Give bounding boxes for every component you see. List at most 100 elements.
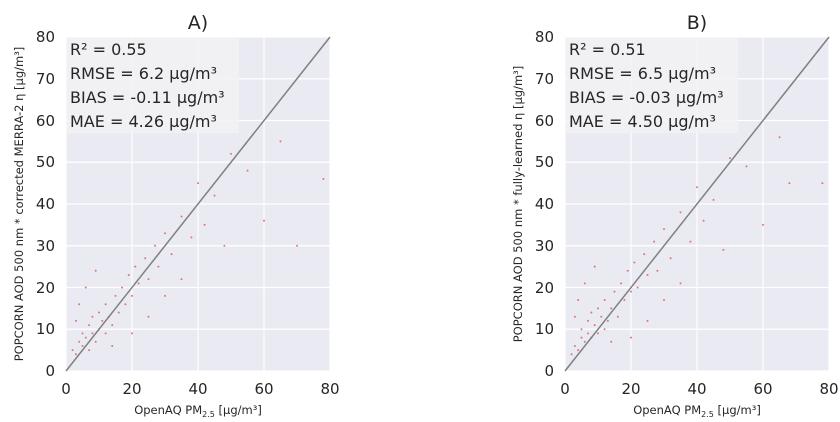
panel-b-point-7 bbox=[587, 319, 590, 322]
panel-b-ytick-40: 40 bbox=[535, 195, 554, 213]
panel-b-point-12 bbox=[597, 307, 599, 310]
panel-b-point-32 bbox=[679, 211, 682, 214]
panel-b-ytick-60: 60 bbox=[535, 112, 554, 130]
panel-a-point-48 bbox=[111, 344, 114, 347]
panel-b-point-47 bbox=[593, 265, 596, 268]
panel-b-one-to-one-line bbox=[564, 36, 830, 372]
panel-a-point-7 bbox=[88, 324, 91, 327]
panel-a-stat-background bbox=[67, 38, 239, 133]
panel-a-point-33 bbox=[190, 236, 193, 239]
panel-b-point-4 bbox=[580, 328, 583, 331]
panel-a-ytick-80: 80 bbox=[36, 28, 55, 46]
panel-b-stat-bias: BIAS = -0.03 μg/m³ bbox=[569, 88, 724, 107]
panel-a-ytick-40: 40 bbox=[36, 195, 55, 213]
panel-b-point-10 bbox=[593, 324, 596, 327]
panel-a-ytick-0: 0 bbox=[45, 362, 55, 380]
panel-a-x-ticks: 0 20 40 60 80 bbox=[61, 380, 339, 398]
panel-b-point-29 bbox=[656, 269, 659, 272]
panel-a-point-50 bbox=[147, 315, 150, 318]
panel-a-point-28 bbox=[154, 244, 157, 247]
panel-a-point-22 bbox=[127, 273, 130, 276]
panel-b-ytick-50: 50 bbox=[535, 153, 554, 171]
panel-b-point-19 bbox=[616, 315, 619, 318]
panel-a-y-ticks: 0 10 20 30 40 50 60 70 80 bbox=[36, 28, 55, 380]
panel-a-point-26 bbox=[144, 257, 147, 260]
panel-b-ytick-0: 0 bbox=[544, 362, 554, 380]
panel-b-point-3 bbox=[580, 336, 583, 339]
panel-b-point-14 bbox=[603, 328, 606, 331]
panel-a-point-17 bbox=[111, 324, 114, 327]
panel-a-point-3 bbox=[81, 344, 84, 347]
panel-a-point-51 bbox=[164, 294, 166, 297]
panel-a-point-20 bbox=[121, 286, 124, 289]
panel-a-stat-rmse: RMSE = 6.2 μg/m³ bbox=[70, 64, 217, 83]
panel-b-point-11 bbox=[597, 332, 599, 335]
panel-b-point-33 bbox=[689, 240, 692, 243]
panel-b-point-15 bbox=[603, 299, 606, 302]
panel-a-point-19 bbox=[117, 311, 120, 314]
panel-b-point-23 bbox=[630, 290, 632, 293]
panel-a-point-13 bbox=[101, 319, 104, 322]
panel-b-stat-background bbox=[566, 38, 738, 133]
panel-a-ytick-70: 70 bbox=[36, 70, 55, 88]
panel-a-y-axis-label: POPCORN AOD 500 nm * corrected MERRA-2 η… bbox=[12, 47, 26, 362]
panel-a-point-29 bbox=[157, 265, 160, 268]
panel-a-point-9 bbox=[91, 315, 94, 318]
panel-a-point-1 bbox=[74, 353, 77, 356]
panel-b-point-22 bbox=[626, 269, 629, 272]
panel-b-point-36 bbox=[712, 198, 715, 201]
panel-a-xtick-0: 0 bbox=[61, 380, 71, 398]
panel-b-point-38 bbox=[729, 157, 731, 160]
panel-a-one-to-one-line bbox=[65, 36, 331, 372]
panel-a-xtick-40: 40 bbox=[188, 380, 207, 398]
panel-a-xtick-60: 60 bbox=[254, 380, 273, 398]
panel-a-point-14 bbox=[104, 332, 107, 335]
panel-b-point-2 bbox=[577, 349, 580, 352]
panel-b-point-1 bbox=[573, 344, 576, 347]
panel-b-point-42 bbox=[788, 182, 791, 185]
panel-a-ytick-50: 50 bbox=[36, 153, 55, 171]
panel-b-point-25 bbox=[636, 286, 639, 289]
panel-a-title: A) bbox=[188, 12, 208, 34]
panel-a-point-30 bbox=[164, 232, 166, 235]
panel-a-point-41 bbox=[279, 140, 282, 143]
panel-a-ytick-20: 20 bbox=[36, 279, 55, 297]
panel-b-stat-rmse: RMSE = 6.5 μg/m³ bbox=[569, 64, 716, 83]
panel-a-point-45 bbox=[84, 286, 87, 289]
panel-a-stat-bias: BIAS = -0.11 μg/m³ bbox=[70, 88, 225, 107]
panel-b-xtick-40: 40 bbox=[687, 380, 706, 398]
panel-a-point-47 bbox=[94, 269, 97, 272]
panel-b-point-17 bbox=[610, 307, 613, 310]
panel-b-stat-mae: MAE = 4.50 μg/m³ bbox=[569, 112, 716, 131]
panel-b-point-16 bbox=[606, 319, 609, 322]
panel-b-point-13 bbox=[600, 315, 603, 318]
panel-b-x-ticks: 0 20 40 60 80 bbox=[560, 380, 838, 398]
panel-b-point-50 bbox=[646, 319, 649, 322]
panel-b-point-27 bbox=[646, 273, 649, 276]
panel-b-point-30 bbox=[663, 228, 665, 231]
panel-b-point-21 bbox=[623, 299, 626, 302]
panel-b-point-49 bbox=[630, 336, 632, 339]
panel-b-point-6 bbox=[587, 332, 590, 335]
panel-a-point-15 bbox=[104, 303, 107, 306]
panel-b-point-46 bbox=[573, 315, 576, 318]
panel-a-point-38 bbox=[230, 152, 232, 155]
panel-b-y-axis-label: POPCORN AOD 500 nm * fully-learned η [μg… bbox=[511, 66, 525, 343]
panel-b-point-48 bbox=[610, 340, 613, 343]
panel-b-ytick-20: 20 bbox=[535, 279, 554, 297]
panel-a-ytick-10: 10 bbox=[36, 320, 55, 338]
panel-a-point-52 bbox=[180, 278, 183, 281]
panel-a-point-36 bbox=[213, 194, 216, 197]
panel-a-point-24 bbox=[134, 265, 137, 268]
panel-b-ytick-70: 70 bbox=[535, 70, 554, 88]
panel-b-point-39 bbox=[745, 165, 748, 168]
panel-b-point-20 bbox=[620, 282, 623, 285]
panel-a-point-35 bbox=[203, 223, 206, 226]
panel-a-point-27 bbox=[147, 278, 150, 281]
panel-b-point-26 bbox=[643, 253, 646, 256]
panel-a-point-8 bbox=[91, 332, 94, 335]
panel-a-point-25 bbox=[137, 282, 140, 285]
panel-a-ytick-60: 60 bbox=[36, 112, 55, 130]
panel-b-point-41 bbox=[778, 136, 781, 139]
